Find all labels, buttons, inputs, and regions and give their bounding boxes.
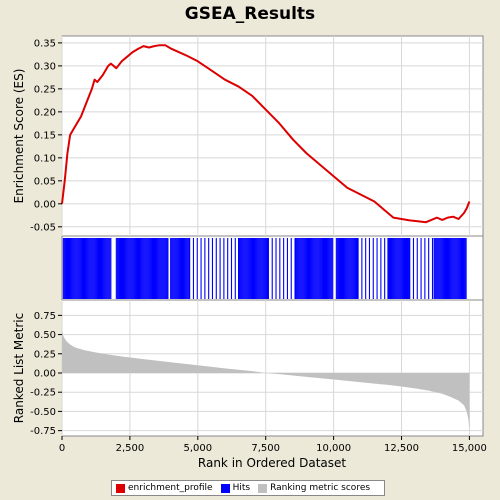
es-ytick-label: 0.35 bbox=[34, 38, 56, 49]
es-ytick-label: 0.05 bbox=[34, 176, 56, 187]
ranking-ytick-label: 0.25 bbox=[34, 349, 56, 360]
legend-item-enrichment-profile: enrichment_profile bbox=[116, 483, 213, 493]
xtick-label: 15,000 bbox=[452, 443, 487, 454]
enrichment-profile-line bbox=[61, 44, 471, 224]
legend-swatch-red bbox=[116, 483, 125, 493]
es-ytick-label: 0.10 bbox=[34, 153, 56, 164]
xtick-label: 12,500 bbox=[384, 443, 419, 454]
ranking-area-layer bbox=[62, 329, 470, 431]
ranking-grid bbox=[61, 300, 483, 436]
x-ticks: 0 2,500 5,000 7,500 10,000 12,500 15,000 bbox=[59, 436, 487, 454]
xtick-label: 10,000 bbox=[316, 443, 351, 454]
chart-title: GSEA_Results bbox=[184, 4, 316, 24]
legend-swatch-blue bbox=[220, 483, 230, 493]
es-ytick-label: 0.15 bbox=[34, 130, 56, 141]
xtick-label: 7,500 bbox=[251, 443, 280, 454]
es-ytick-label: 0.25 bbox=[34, 84, 56, 95]
es-y-ticks: -0.05 0.00 0.05 0.10 0.15 0.20 0.25 0.30 0.35 bbox=[30, 38, 62, 233]
ranking-metric-area bbox=[62, 329, 470, 431]
ranking-ytick-label: -0.25 bbox=[30, 388, 56, 399]
es-line-layer bbox=[61, 44, 471, 224]
ranking-ylabel: Ranked List Metric bbox=[12, 313, 26, 423]
legend: enrichment_profile Hits Ranking metric s… bbox=[111, 480, 385, 496]
ranking-ytick-label: -0.50 bbox=[30, 407, 56, 418]
hits-layer bbox=[62, 238, 467, 299]
legend-swatch-gray bbox=[258, 483, 268, 493]
legend-label: enrichment_profile bbox=[128, 483, 213, 493]
ranking-ytick-label: -0.75 bbox=[30, 426, 56, 437]
xtick-label: 0 bbox=[59, 443, 65, 454]
x-axis-label: Rank in Ordered Dataset bbox=[198, 456, 346, 470]
es-ytick-label: 0.00 bbox=[34, 199, 56, 210]
legend-label: Hits bbox=[232, 483, 251, 493]
ranking-ytick-label: 0.50 bbox=[34, 330, 56, 341]
legend-item-ranking-metric: Ranking metric scores bbox=[258, 483, 370, 493]
es-panel bbox=[61, 35, 484, 237]
ranking-ytick-label: 0.75 bbox=[34, 311, 56, 322]
ranking-y-ticks: -0.75 -0.50 -0.25 0.00 0.25 0.50 0.75 bbox=[30, 311, 62, 437]
es-ytick-label: 0.20 bbox=[34, 107, 56, 118]
xtick-label: 2,500 bbox=[116, 443, 145, 454]
xtick-label: 5,000 bbox=[183, 443, 212, 454]
legend-label: Ranking metric scores bbox=[270, 483, 371, 493]
es-ylabel: Enrichment Score (ES) bbox=[12, 69, 26, 204]
legend-item-hits: Hits bbox=[220, 483, 251, 493]
es-ytick-label: -0.05 bbox=[30, 222, 56, 233]
es-ytick-label: 0.30 bbox=[34, 61, 56, 72]
ranking-ytick-label: 0.00 bbox=[34, 368, 56, 379]
